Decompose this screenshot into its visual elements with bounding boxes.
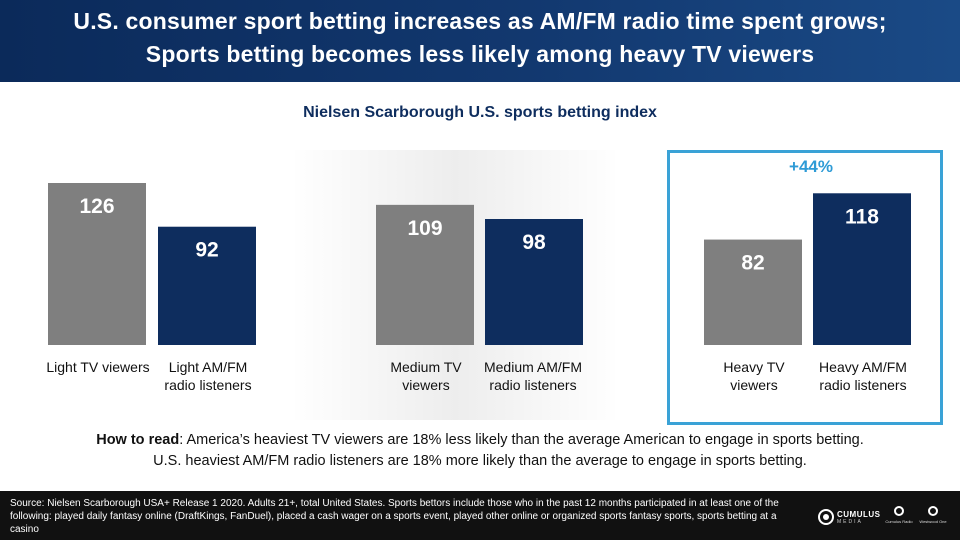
label-light-radio: Light AM/FM radio listeners [164,359,252,393]
title-line-2: Sports betting becomes less likely among… [145,41,815,67]
cumulus-radio-logo: Cumulus Radio [884,506,914,530]
cumulus-logo: CUMULUS MEDIA [818,508,881,528]
label-heavy-radio: Heavy AM/FM radio listeners [819,359,907,393]
increase-annotation: +44% [789,157,833,176]
value-label-medium-radio: 98 [522,231,546,254]
cumulus-logo-icon [818,509,834,525]
bar-medium-tv [376,204,474,345]
value-label-light-tv: 126 [79,195,114,218]
value-label-heavy-tv: 82 [741,252,764,275]
westwood-one-logo: Westwood One [918,506,948,530]
value-label-heavy-radio: 118 [845,205,879,228]
cumulus-radio-logo-text: Cumulus Radio [885,519,913,524]
bar-light-tv [48,183,146,345]
cumulus-logo-subtext: MEDIA [837,519,863,525]
bar-heavy-radio [813,193,911,345]
chart-title: Nielsen Scarborough U.S. sports betting … [303,104,657,121]
how-to-read: How to read: America’s heaviest TV viewe… [0,430,960,472]
cumulus-radio-logo-icon [894,506,904,516]
how-to-read-line-2: U.S. heaviest AM/FM radio listeners are … [153,453,807,469]
label-heavy-tv: Heavy TV viewers [723,359,785,393]
title-line-1: U.S. consumer sport betting increases as… [73,8,887,34]
label-medium-tv: Medium TV viewers [390,359,462,393]
label-medium-radio: Medium AM/FM radio listeners [483,359,582,393]
westwood-one-logo-text: Westwood One [919,519,947,524]
value-label-medium-tv: 109 [407,217,442,240]
header-banner: U.S. consumer sport betting increases as… [0,0,960,82]
value-label-light-radio: 92 [195,239,218,262]
how-to-read-line-1-text: : America’s heaviest TV viewers are 18% … [179,432,864,448]
bar-medium-radio [485,219,583,345]
westwood-one-logo-icon [928,506,938,516]
how-to-read-line-1: How to read: America’s heaviest TV viewe… [0,430,960,451]
source-note: Source: Nielsen Scarborough USA+ Release… [10,498,779,535]
how-to-read-lead: How to read [96,432,180,448]
footer: Source: Nielsen Scarborough USA+ Release… [0,491,960,540]
heavy-highlight-box [667,150,943,425]
bar-heavy-tv [704,239,802,345]
label-light-tv: Light TV viewers [46,359,150,375]
cumulus-logo-text: CUMULUS [837,510,881,519]
bar-light-radio [158,226,256,345]
